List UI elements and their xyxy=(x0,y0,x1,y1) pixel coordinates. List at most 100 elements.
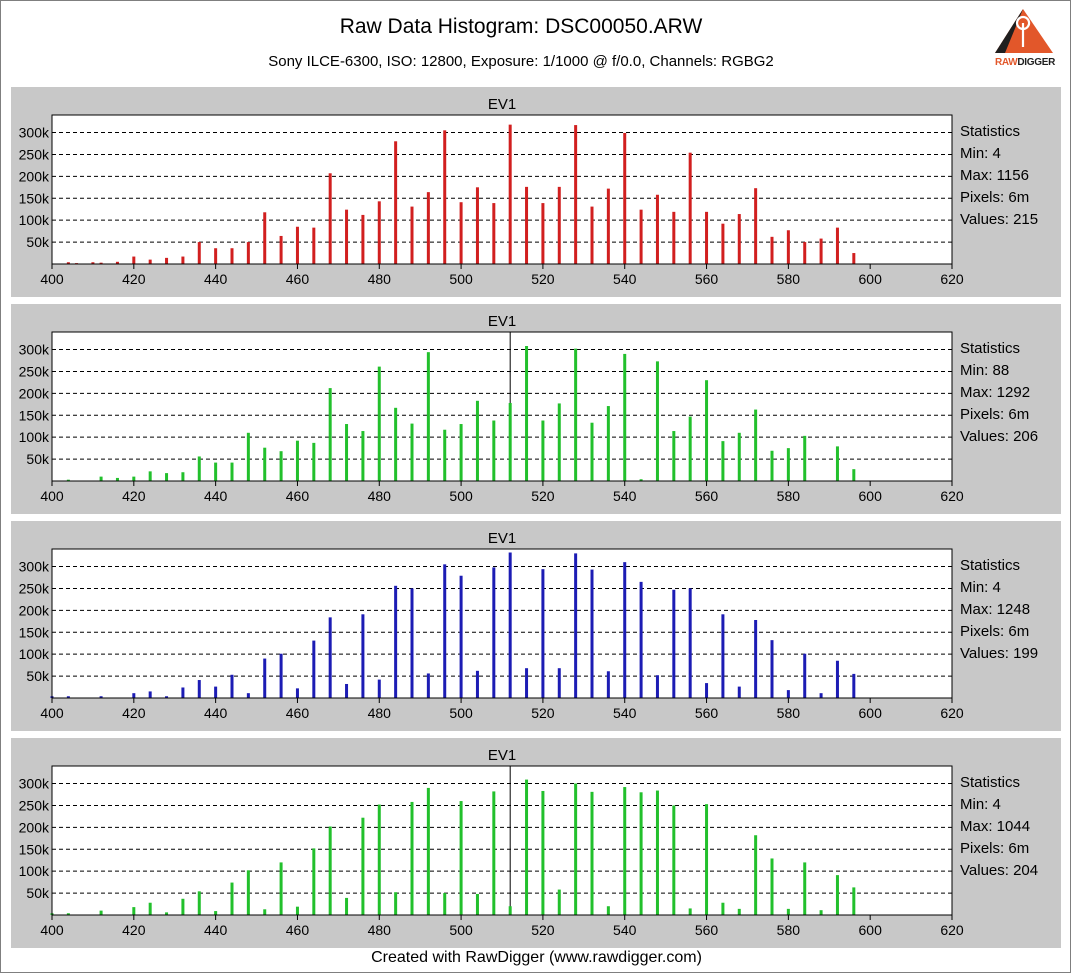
stats-max: Max: 1292 xyxy=(960,384,1031,401)
histogram-bar xyxy=(492,791,496,915)
x-tick-label: 600 xyxy=(859,271,883,287)
x-tick-label: 460 xyxy=(286,922,310,938)
histogram-bar xyxy=(590,569,594,698)
histogram-bar xyxy=(525,186,529,264)
histogram-bar xyxy=(770,450,774,481)
histogram-bar xyxy=(115,477,119,481)
histogram-chart-g2: EV1 50k 100k 150k 200k 250k 300k 400 420 440 460 48… xyxy=(19,747,964,938)
histogram-bar xyxy=(214,248,218,264)
histogram-bar xyxy=(475,670,479,698)
stats-pixels: Pixels: 6m xyxy=(960,406,1030,423)
y-tick-label: 300k xyxy=(19,342,50,358)
histogram-bar xyxy=(754,188,758,264)
x-tick-label: 420 xyxy=(122,488,146,504)
histogram-bar xyxy=(557,889,561,915)
histogram-bar xyxy=(66,913,70,915)
histogram-bar xyxy=(803,435,807,481)
histogram-bar xyxy=(606,906,610,915)
histogram-bar xyxy=(541,203,545,264)
histogram-bar xyxy=(819,238,823,264)
histogram-bar xyxy=(99,696,103,698)
x-tick-label: 440 xyxy=(204,922,228,938)
histogram-bar xyxy=(655,194,659,264)
histogram-bar xyxy=(165,696,169,698)
histogram-bar xyxy=(672,805,676,915)
histogram-bar xyxy=(754,619,758,698)
histogram-bar xyxy=(345,424,349,481)
y-tick-label: 200k xyxy=(19,168,50,184)
histogram-bar xyxy=(263,658,267,698)
histogram-bar xyxy=(639,479,643,481)
histogram-bar xyxy=(655,675,659,698)
histogram-bar xyxy=(574,125,578,264)
stats-box-g2: Statistics Min: 4 Max: 1044 Pixels: 6m V… xyxy=(960,772,1038,882)
histogram-bar xyxy=(197,680,201,698)
histogram-bar xyxy=(721,441,725,481)
histogram-bar xyxy=(394,407,398,481)
histogram-bar xyxy=(279,862,283,915)
histogram-bar xyxy=(279,653,283,698)
histogram-bar xyxy=(606,406,610,481)
histogram-bar xyxy=(263,447,267,481)
x-tick-label: 520 xyxy=(531,488,555,504)
histogram-bar xyxy=(443,429,447,481)
histogram-bar xyxy=(246,693,250,698)
histogram-bar xyxy=(688,908,692,915)
stats-box-b: Statistics Min: 4 Max: 1248 Pixels: 6m V… xyxy=(960,555,1038,665)
histogram-panel-g2: EV1 50k 100k 150k 200k 250k 300k 400 420 440 460 48… xyxy=(11,738,1061,948)
histogram-bar xyxy=(459,801,463,915)
histogram-bar xyxy=(557,668,561,698)
histogram-panel-r: EV1 50k 100k 150k 200k 250k 300k 400 420 440 460 48… xyxy=(11,87,1061,297)
histogram-bar xyxy=(394,892,398,915)
histogram-bar xyxy=(230,674,234,698)
y-tick-label: 50k xyxy=(26,885,50,901)
histogram-bar xyxy=(525,346,529,481)
x-tick-label: 560 xyxy=(695,488,719,504)
histogram-bar xyxy=(165,912,169,915)
histogram-bar xyxy=(525,668,529,698)
histogram-bar xyxy=(132,693,136,698)
x-tick-label: 580 xyxy=(777,705,801,721)
stats-heading: Statistics xyxy=(960,340,1021,357)
histogram-bar xyxy=(508,552,512,698)
histogram-bar xyxy=(377,679,381,698)
histogram-bar xyxy=(426,352,430,481)
histogram-bar xyxy=(345,209,349,264)
histogram-bar xyxy=(165,257,169,264)
x-tick-label: 480 xyxy=(368,488,392,504)
histogram-bar xyxy=(214,462,218,481)
x-tick-label: 600 xyxy=(859,705,883,721)
histogram-bar xyxy=(328,388,332,481)
x-tick-label: 560 xyxy=(695,705,719,721)
stats-max: Max: 1156 xyxy=(960,167,1029,184)
histogram-bar xyxy=(574,783,578,915)
histogram-bar xyxy=(99,476,103,481)
histogram-bar xyxy=(377,366,381,481)
x-tick-label: 480 xyxy=(368,922,392,938)
histogram-bar xyxy=(688,416,692,481)
histogram-bar xyxy=(181,687,185,698)
histogram-bar xyxy=(508,906,512,915)
histogram-bar xyxy=(443,564,447,698)
histogram-bar xyxy=(459,202,463,264)
x-tick-label: 480 xyxy=(368,705,392,721)
histogram-bar xyxy=(394,141,398,264)
rawdigger-logo: RAWDIGGER xyxy=(993,7,1055,71)
stats-min: Min: 4 xyxy=(960,145,1001,162)
histogram-bar xyxy=(737,214,741,264)
x-tick-label: 520 xyxy=(531,705,555,721)
histogram-bar xyxy=(246,870,250,915)
plot-border xyxy=(51,548,953,699)
histogram-bar xyxy=(574,553,578,698)
y-tick-label: 300k xyxy=(19,559,50,575)
x-tick-label: 440 xyxy=(204,488,228,504)
histogram-bar xyxy=(672,211,676,264)
histogram-bar xyxy=(214,686,218,698)
histogram-bar xyxy=(705,804,709,915)
x-tick-label: 620 xyxy=(940,488,964,504)
histogram-bar xyxy=(459,575,463,698)
histogram-bar xyxy=(623,353,627,481)
x-tick-label: 420 xyxy=(122,705,146,721)
histogram-bar xyxy=(197,891,201,915)
